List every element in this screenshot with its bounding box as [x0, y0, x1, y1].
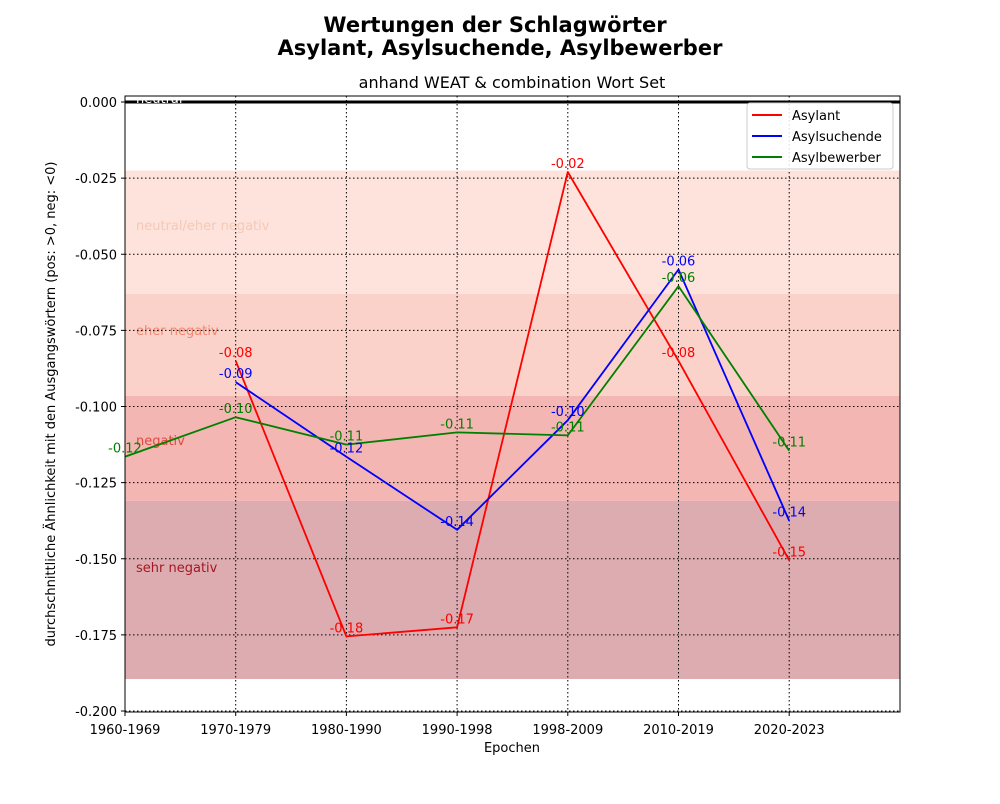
y-tick-label: -0.200: [75, 705, 117, 720]
y-axis-label: durchschnittliche Ähnlichkeit mit den Au…: [43, 161, 59, 646]
legend-box: [746, 102, 894, 170]
chart-subtitle: anhand WEAT & combination Wort Set: [359, 73, 666, 92]
data-label: -0.02: [551, 157, 585, 172]
data-label: -0.17: [440, 612, 474, 627]
legend-label: Asylbewerber: [792, 151, 881, 166]
series-line-asylbewerber: [124, 285, 790, 458]
x-tick-label: 1998-2009: [532, 723, 603, 738]
y-tick-label: -0.150: [75, 553, 117, 568]
y-axis: 0.000 -0.025 -0.050 -0.075 -0.100 -0.125 -0.15…: [75, 96, 125, 720]
y-tick-label: -0.075: [75, 324, 117, 339]
legend-label: Asylant: [792, 109, 840, 124]
data-label: -0.11: [772, 436, 806, 451]
band-0: [125, 170, 900, 294]
band-label: eher negativ: [136, 324, 219, 339]
y-tick-label: -0.175: [75, 629, 117, 644]
data-label: -0.15: [772, 545, 806, 560]
data-label: -0.18: [330, 621, 364, 636]
data-label: -0.10: [551, 405, 585, 420]
y-tick-label: -0.125: [75, 477, 117, 492]
legend: Asylant Asylsuchende Asylbewerber: [746, 102, 894, 170]
band-1: [125, 293, 900, 396]
x-tick-label: 1970-1979: [200, 723, 271, 738]
data-label: -0.08: [662, 346, 696, 361]
data-label: -0.10: [219, 402, 253, 417]
x-axis: 1960-1969 1970-1979 1980-1990 1990-1998 1998…: [90, 712, 825, 738]
legend-label: Asylsuchende: [792, 130, 882, 145]
data-label: -0.09: [219, 367, 253, 382]
data-label: -0.14: [772, 506, 806, 521]
zero-line-label: neutral: [136, 92, 183, 107]
x-tick-label: 2010-2019: [643, 723, 714, 738]
data-labels: -0.08 -0.18 -0.17 -0.02 -0.08 -0.15 -0.09 -0.12…: [108, 157, 806, 636]
rating-bands: neutral/eher negativ eher negativ negativ s…: [125, 170, 900, 680]
series-line-asylsuchende: [235, 268, 791, 531]
x-tick-label: 1990-1998: [422, 723, 493, 738]
x-tick-label: 1960-1969: [90, 723, 161, 738]
band-label: neutral/eher negativ: [136, 219, 270, 234]
series-line-asylant: [234, 171, 790, 638]
data-label: -0.06: [662, 254, 696, 269]
x-axis-label: Epochen: [484, 741, 540, 756]
x-tick-label: 2020-2023: [754, 723, 825, 738]
data-label: -0.14: [440, 515, 474, 530]
series-lines: [124, 171, 791, 638]
band-2: [125, 395, 900, 501]
y-tick-label: -0.050: [75, 248, 117, 263]
band-label: negativ: [136, 434, 185, 449]
y-tick-label: -0.100: [75, 401, 117, 416]
band-3: [125, 500, 900, 680]
data-label: -0.11: [440, 417, 474, 432]
y-tick-label: 0.000: [80, 96, 117, 111]
data-label: -0.12: [330, 442, 364, 457]
chart-title-line2: Asylant, Asylsuchende, Asylbewerber: [278, 36, 724, 60]
plot-frame: [124, 95, 901, 713]
data-label: -0.06: [662, 271, 696, 286]
y-tick-label: -0.025: [75, 172, 117, 187]
chart-title-line1: Wertungen der Schlagwörter: [323, 13, 667, 37]
data-label: -0.11: [551, 420, 585, 435]
band-label: sehr negativ: [136, 561, 218, 576]
data-label: -0.08: [219, 346, 253, 361]
x-tick-label: 1980-1990: [311, 723, 382, 738]
data-label: -0.11: [330, 430, 364, 445]
